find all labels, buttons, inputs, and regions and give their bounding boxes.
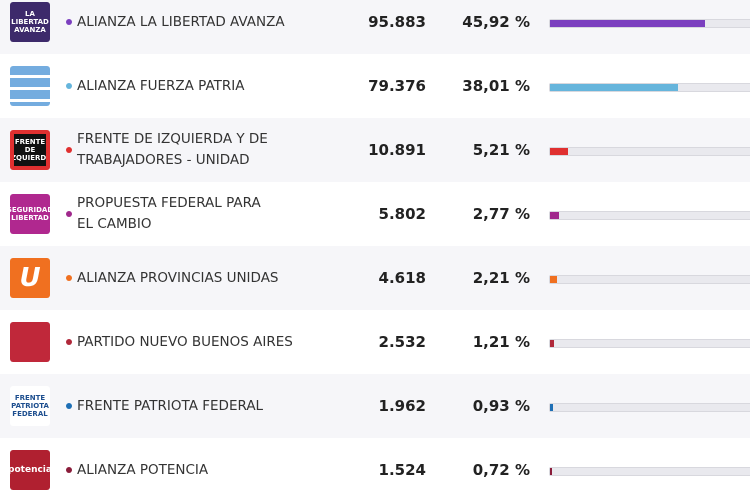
vote-percent: 38,01 % bbox=[462, 77, 530, 95]
party-logo: FRENTE DE IZQUIERDA bbox=[10, 130, 50, 170]
party-name: PROPUESTA FEDERAL PARA EL CAMBIO bbox=[77, 182, 261, 246]
bar bbox=[550, 404, 554, 411]
bar-track bbox=[549, 83, 750, 92]
bar bbox=[550, 276, 558, 283]
party-dot bbox=[66, 211, 72, 217]
party-name-line: TRABAJADORES - UNIDAD bbox=[77, 152, 250, 168]
bar bbox=[550, 212, 560, 219]
bar-track bbox=[549, 147, 750, 156]
party-logo bbox=[10, 322, 50, 362]
party-name-line: EL CAMBIO bbox=[77, 216, 152, 232]
party-name: ALIANZA FUERZA PATRIA bbox=[77, 54, 244, 118]
vote-percent: 1,21 % bbox=[472, 333, 530, 351]
result-row: SEGURIDAD LIBERTAD PROPUESTA FEDERAL PARA… bbox=[0, 182, 750, 246]
party-name-line: ALIANZA POTENCIA bbox=[77, 461, 209, 478]
result-row: LA LIBERTAD AVANZA ALIANZA LA LIBERTAD AV… bbox=[0, 0, 750, 54]
vote-percent: 5,21 % bbox=[472, 141, 530, 159]
vote-count: 1.524 bbox=[378, 461, 426, 479]
party-logo: FRENTE PATRIOTA FEDERAL bbox=[10, 386, 50, 426]
party-logo bbox=[10, 66, 50, 106]
vote-count: 79.376 bbox=[368, 77, 426, 95]
vote-percent: 0,93 % bbox=[472, 397, 530, 415]
result-row: potencia ALIANZA POTENCIA 1.524 0,72 % bbox=[0, 438, 750, 500]
party-logo: SEGURIDAD LIBERTAD bbox=[10, 194, 50, 234]
party-logo: U bbox=[10, 258, 50, 298]
party-name-line: FRENTE PATRIOTA FEDERAL bbox=[77, 397, 264, 414]
bar bbox=[550, 20, 706, 27]
party-dot bbox=[66, 467, 72, 473]
party-name: ALIANZA LA LIBERTAD AVANZA bbox=[77, 0, 285, 54]
bar bbox=[550, 340, 555, 347]
result-row: FRENTE PATRIOTA FEDERAL FRENTE PATRIOTA F… bbox=[0, 374, 750, 438]
bar-track bbox=[549, 275, 750, 284]
party-logo: LA LIBERTAD AVANZA bbox=[10, 2, 50, 42]
vote-percent: 0,72 % bbox=[472, 461, 530, 479]
bar bbox=[550, 148, 568, 155]
party-name-line: PARTIDO NUEVO BUENOS AIRES bbox=[77, 333, 293, 350]
vote-percent: 2,21 % bbox=[472, 269, 530, 287]
party-dot bbox=[66, 83, 72, 89]
party-dot bbox=[66, 403, 72, 409]
result-row: U ALIANZA PROVINCIAS UNIDAS 4.618 2,21 % bbox=[0, 246, 750, 310]
party-name-line: ALIANZA FUERZA PATRIA bbox=[77, 77, 245, 94]
party-name-line: ALIANZA LA LIBERTAD AVANZA bbox=[77, 13, 285, 30]
party-name-line: FRENTE DE IZQUIERDA Y DE bbox=[77, 131, 268, 147]
bar bbox=[550, 84, 679, 91]
vote-count: 95.883 bbox=[368, 13, 426, 31]
party-name: FRENTE DE IZQUIERDA Y DE TRABAJADORES - U… bbox=[77, 118, 268, 182]
vote-count: 5.802 bbox=[378, 205, 426, 223]
vote-count: 2.532 bbox=[378, 333, 426, 351]
party-dot bbox=[66, 19, 72, 25]
bar-track bbox=[549, 339, 750, 348]
party-logo: potencia bbox=[10, 450, 50, 490]
party-name: PARTIDO NUEVO BUENOS AIRES bbox=[77, 310, 293, 374]
result-row: ALIANZA FUERZA PATRIA 79.376 38,01 % bbox=[0, 54, 750, 118]
party-name-line: ALIANZA PROVINCIAS UNIDAS bbox=[77, 269, 279, 286]
vote-count: 1.962 bbox=[378, 397, 426, 415]
party-dot bbox=[66, 147, 72, 153]
vote-count: 10.891 bbox=[368, 141, 426, 159]
bar-track bbox=[549, 19, 750, 28]
bar-track bbox=[549, 403, 750, 412]
result-row: PARTIDO NUEVO BUENOS AIRES 2.532 1,21 % bbox=[0, 310, 750, 374]
bar bbox=[550, 468, 553, 475]
bar-track bbox=[549, 211, 750, 220]
party-dot bbox=[66, 339, 72, 345]
vote-count: 4.618 bbox=[378, 269, 426, 287]
party-dot bbox=[66, 275, 72, 281]
party-name-line: PROPUESTA FEDERAL PARA bbox=[77, 195, 261, 211]
party-name: ALIANZA POTENCIA bbox=[77, 438, 208, 500]
party-name: FRENTE PATRIOTA FEDERAL bbox=[77, 374, 263, 438]
party-name: ALIANZA PROVINCIAS UNIDAS bbox=[77, 246, 279, 310]
vote-percent: 45,92 % bbox=[462, 13, 530, 31]
vote-percent: 2,77 % bbox=[472, 205, 530, 223]
bar-track bbox=[549, 467, 750, 476]
result-row: FRENTE DE IZQUIERDA FRENTE DE IZQUIERDA Y… bbox=[0, 118, 750, 182]
